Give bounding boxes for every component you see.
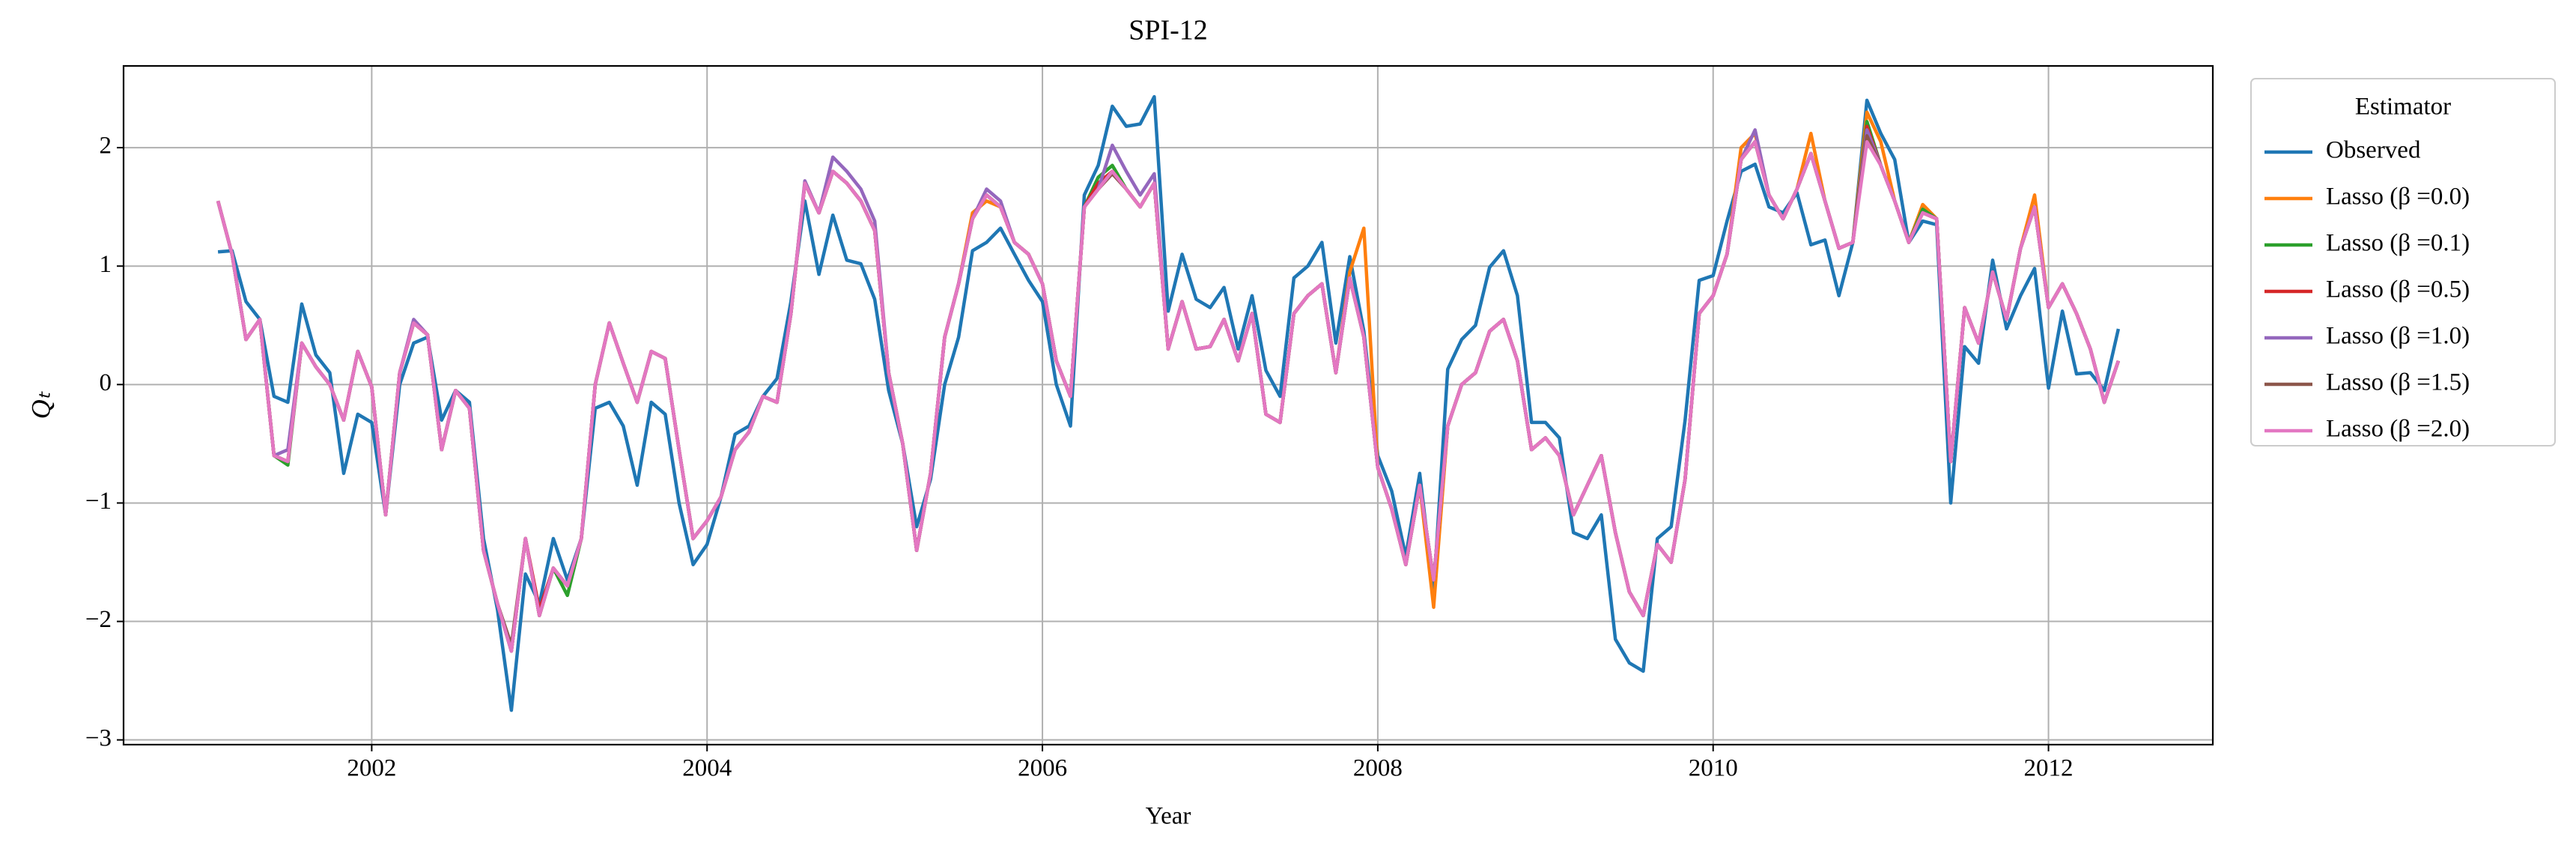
legend-box — [2250, 78, 2556, 446]
legend-label: Lasso (β =0.5) — [2326, 276, 2470, 303]
x-tick-label: 2012 — [2024, 755, 2074, 782]
x-tick-label: 2010 — [1689, 755, 1738, 782]
x-tick-label: 2004 — [682, 755, 732, 782]
x-tick-label: 2002 — [347, 755, 396, 782]
y-tick-label: −1 — [85, 488, 112, 515]
series-line — [216, 139, 2121, 653]
y-tick-label: 2 — [100, 133, 112, 160]
x-tick-label: 2008 — [1353, 755, 1403, 782]
legend-label: Observed — [2326, 137, 2421, 164]
legend-label: Lasso (β =2.0) — [2326, 416, 2470, 443]
plot-frame — [122, 64, 2214, 746]
legend-label: Lasso (β =1.5) — [2326, 369, 2470, 396]
x-axis-label: Year — [1146, 803, 1191, 830]
legend-label: Lasso (β =1.0) — [2326, 323, 2470, 350]
y-tick-label: −3 — [85, 724, 112, 751]
y-tick-label: 0 — [100, 369, 112, 396]
legend: Estimator Observed Lasso (β =0.0) Lasso (β … — [2250, 78, 2556, 446]
chart-title: SPI-12 — [1128, 15, 1208, 46]
legend-label: Lasso (β =0.0) — [2326, 184, 2470, 211]
legend-title: Estimator — [2355, 94, 2451, 121]
y-tick-label: 1 — [100, 251, 112, 278]
y-axis-label: Qₜ — [25, 390, 55, 419]
legend-label: Lasso (β =0.1) — [2326, 230, 2470, 257]
y-tick-label: −2 — [85, 606, 112, 633]
x-tick-label: 2006 — [1018, 755, 1067, 782]
